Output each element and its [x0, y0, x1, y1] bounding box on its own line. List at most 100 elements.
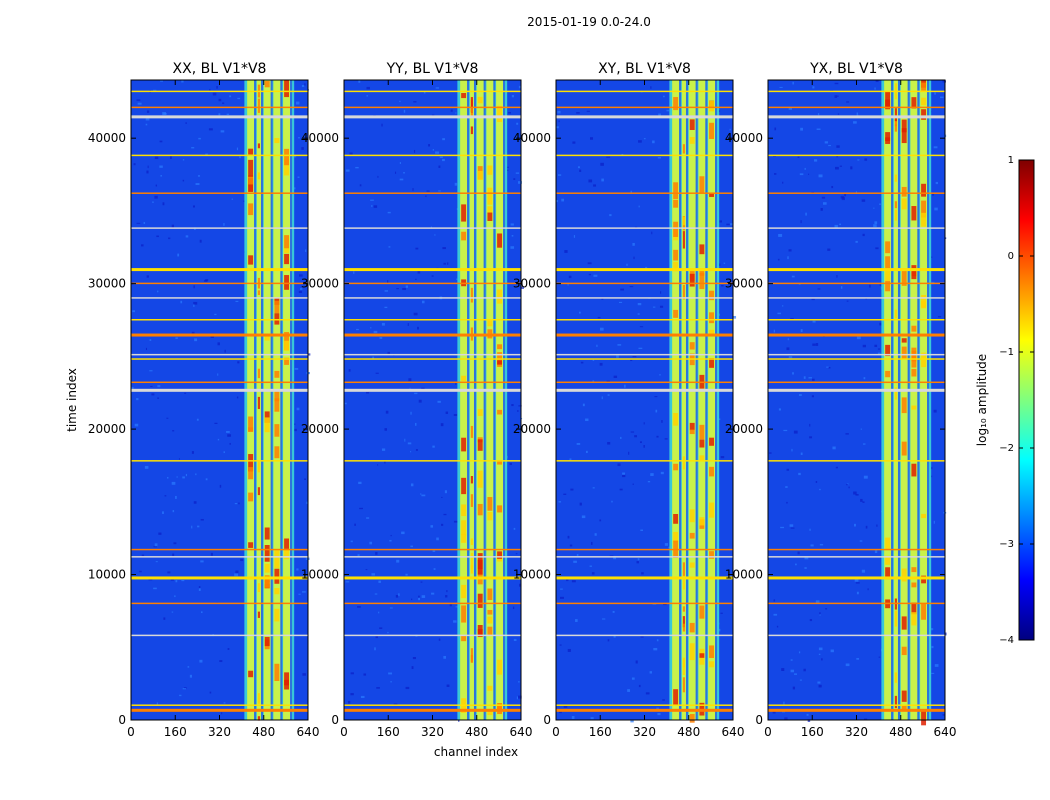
- rfi-row: [344, 353, 521, 356]
- rfi-row: [556, 388, 733, 392]
- rfi-row: [768, 90, 945, 93]
- channel-stripe: [247, 80, 257, 720]
- y-tick-label: 20000: [301, 422, 339, 436]
- rfi-row: [768, 358, 945, 360]
- y-tick-label: 40000: [301, 131, 339, 145]
- rfi-row: [131, 192, 308, 194]
- panel-title: XX, BL V1*V8: [173, 61, 267, 77]
- rfi-row: [344, 268, 521, 272]
- channel-stripe: [893, 80, 900, 720]
- rfi-row: [768, 602, 945, 605]
- rfi-row: [131, 358, 308, 360]
- panel-3: XY, BL V1*V8 0 160 320 480 640 0 10000 20000 3000…: [513, 61, 745, 739]
- colorbar-tick-label: −3: [999, 539, 1014, 550]
- y-tick-label: 10000: [725, 568, 763, 582]
- y-tick-label: 40000: [88, 131, 126, 145]
- x-tick-label: 0: [127, 725, 135, 739]
- rfi-row: [556, 353, 733, 356]
- colorbar-tick-label: −2: [999, 443, 1014, 454]
- rfi-row: [131, 556, 308, 558]
- x-tick-label: 480: [252, 725, 275, 739]
- rfi-row: [768, 297, 945, 299]
- rfi-row: [556, 704, 733, 706]
- rfi-row: [131, 297, 308, 299]
- channel-stripe: [496, 80, 506, 720]
- rfi-row: [768, 154, 945, 157]
- x-tick-label: 640: [297, 725, 320, 739]
- colorbar: 1 0 −1 −2 −3 −4 log₁₀ amplitude: [975, 155, 1035, 646]
- y-tick-label: 0: [118, 713, 126, 727]
- rfi-row: [131, 90, 308, 93]
- y-tick-label: 0: [331, 713, 339, 727]
- rfi-row: [131, 333, 308, 337]
- channel-stripe: [283, 80, 293, 720]
- rfi-row: [344, 576, 521, 580]
- y-tick-label: 0: [755, 713, 763, 727]
- rfi-row: [768, 704, 945, 706]
- y-tick-label: 30000: [725, 277, 763, 291]
- rfi-row: [344, 106, 521, 109]
- figure-suptitle: 2015-01-19 0.0-24.0: [527, 15, 651, 29]
- rfi-row: [131, 227, 308, 229]
- y-tick-label: 0: [543, 713, 551, 727]
- rfi-row: [768, 115, 945, 119]
- rfi-row: [344, 602, 521, 605]
- channel-stripe: [708, 80, 718, 720]
- rfi-row: [556, 556, 733, 558]
- rfi-row: [768, 556, 945, 558]
- rfi-row: [556, 115, 733, 119]
- rfi-row: [556, 106, 733, 109]
- x-tick-label: 0: [764, 725, 772, 739]
- rfi-row: [768, 708, 945, 712]
- x-tick-label: 160: [377, 725, 400, 739]
- rfi-rows: [556, 90, 733, 712]
- rfi-row: [131, 576, 308, 580]
- colorbar-tick-label: 0: [1008, 251, 1014, 262]
- x-tick-label: 320: [633, 725, 656, 739]
- x-tick-label: 320: [421, 725, 444, 739]
- channel-stripe: [263, 80, 273, 720]
- rfi-row: [768, 333, 945, 337]
- rfi-row: [768, 388, 945, 392]
- rfi-row: [344, 297, 521, 299]
- x-tick-label: 0: [552, 725, 560, 739]
- colorbar-tick-label: −1: [999, 347, 1014, 358]
- rfi-row: [768, 576, 945, 580]
- rfi-row: [768, 319, 945, 321]
- rfi-row: [344, 381, 521, 384]
- rfi-row: [131, 381, 308, 384]
- channel-stripe: [900, 80, 910, 720]
- rfi-row: [344, 90, 521, 93]
- rfi-row: [556, 282, 733, 285]
- rfi-row: [768, 634, 945, 637]
- rfi-row: [768, 282, 945, 285]
- y-tick-label: 20000: [88, 422, 126, 436]
- x-tick-label: 160: [801, 725, 824, 739]
- rfi-rows: [344, 90, 521, 712]
- rfi-row: [768, 106, 945, 109]
- rfi-row: [556, 634, 733, 637]
- rfi-row: [131, 154, 308, 157]
- rfi-rows: [768, 90, 945, 712]
- rfi-row: [344, 634, 521, 637]
- rfi-row: [131, 548, 308, 551]
- channel-stripe: [273, 80, 283, 720]
- colorbar-ticks: 1 0 −1 −2 −3 −4: [999, 155, 1034, 646]
- x-tick-label: 640: [934, 725, 957, 739]
- x-tick-label: 0: [340, 725, 348, 739]
- x-tick-label: 480: [677, 725, 700, 739]
- rfi-row: [556, 227, 733, 229]
- x-tick-label: 640: [722, 725, 745, 739]
- panel-2: YY, BL V1*V8 0 160 320 480 640 0 10000 20000 3000…: [301, 61, 533, 739]
- rfi-row: [556, 381, 733, 384]
- rfi-row: [131, 708, 308, 712]
- y-tick-label: 10000: [301, 568, 339, 582]
- y-axis-label: time index: [65, 368, 79, 432]
- colorbar-scale: [1018, 159, 1035, 641]
- rfi-row: [344, 192, 521, 194]
- rfi-row: [556, 319, 733, 321]
- y-tick-label: 30000: [513, 277, 551, 291]
- channel-stripe: [698, 80, 708, 720]
- rfi-row: [344, 708, 521, 712]
